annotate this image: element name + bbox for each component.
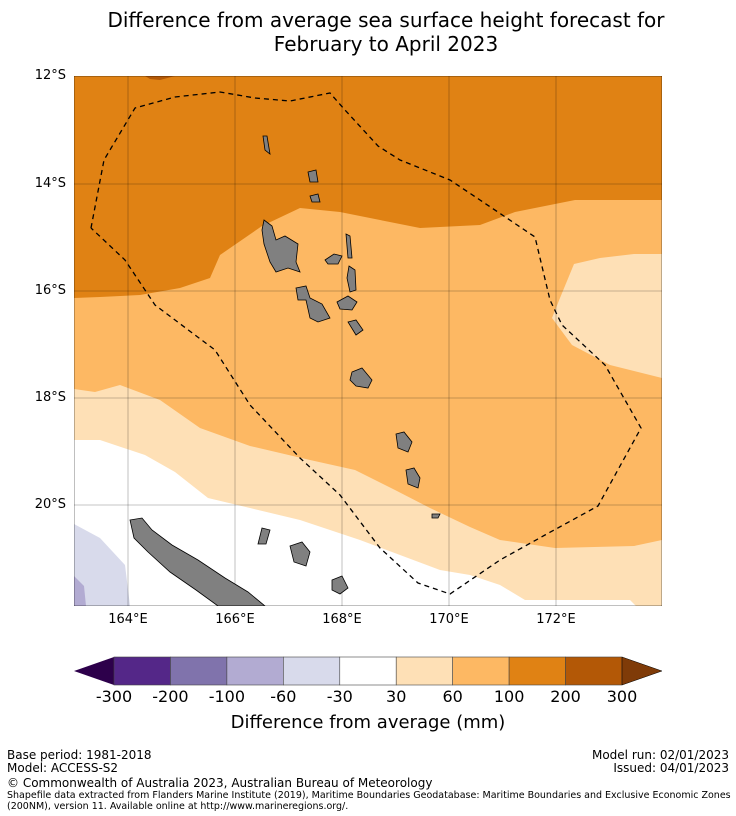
contour-100-200 (74, 76, 662, 298)
pentecost-island (345, 233, 353, 259)
colorbar-bin (226, 656, 284, 686)
contour-200-300 (145, 76, 175, 80)
sea-level-map (74, 76, 662, 606)
copyright: © Commonwealth of Australia 2023, Austra… (7, 776, 433, 790)
colorbar-tick-label: 300 (606, 687, 638, 706)
contour-30-60-east (552, 254, 662, 378)
colorbar-bin (452, 656, 510, 686)
colorbar-bin (565, 656, 623, 686)
ouvea-island (257, 527, 271, 545)
lon-label: 168°E (322, 612, 362, 627)
colorbar-tick-label: -30 (326, 687, 353, 706)
gaua-island (307, 169, 319, 183)
contour-minus60-minus30 (74, 524, 130, 606)
lat-label: 18°S (34, 390, 66, 405)
colorbar-over-extension (621, 656, 663, 686)
walpole-island (431, 513, 441, 519)
model-run-date: Model run: 02/01/2023 (591, 748, 729, 762)
eez-boundary (90, 91, 642, 595)
gridlines (74, 76, 662, 606)
ambrym-island (324, 253, 343, 265)
colorbar-tick-label: 30 (386, 687, 407, 706)
colorbar-under-extension (74, 657, 114, 685)
shapefile-credit-2: (200NM), version 11. Available online at… (7, 801, 349, 812)
lat-label: 20°S (34, 497, 66, 512)
base-period: Base period: 1981-2018 (7, 748, 152, 762)
epi-island (346, 265, 357, 293)
lon-label: 170°E (429, 612, 469, 627)
colorbar-tick-label: -300 (95, 687, 133, 706)
shepherd-island (347, 319, 364, 336)
vanua-lava-island (309, 193, 321, 203)
shapefile-credit-1: Shapefile data extracted from Flanders M… (7, 790, 731, 801)
espiritu-santo-island (261, 219, 301, 273)
torres-island (262, 135, 271, 155)
colorbar (74, 656, 663, 686)
colorbar-label: Difference from average (mm) (230, 712, 506, 733)
tanna-island (395, 431, 413, 453)
colorbar-bin (113, 656, 171, 686)
contour-minus100-minus60 (74, 576, 86, 606)
lat-label: 12°S (34, 68, 66, 83)
lon-label: 172°E (536, 612, 576, 627)
title-line-2: February to April 2023 (273, 32, 499, 56)
new-caledonia-island (129, 517, 266, 606)
colorbar-tick-label: -100 (208, 687, 246, 706)
lat-label: 16°S (34, 283, 66, 298)
colorbar-tick-label: 200 (550, 687, 581, 706)
malakula-island (295, 285, 331, 323)
aneityum-island (405, 467, 421, 489)
model-name: Model: ACCESS-S2 (7, 761, 119, 775)
lifou-island (289, 541, 311, 567)
issued-date: Issued: 04/01/2023 (613, 761, 729, 775)
lon-label: 166°E (215, 612, 255, 627)
colorbar-bin (283, 656, 341, 686)
colorbar-bin (508, 656, 566, 686)
title-line-1: Difference from average sea surface heig… (107, 8, 665, 32)
mare-island (331, 575, 349, 595)
lat-label: 14°S (34, 176, 66, 191)
land (129, 135, 441, 606)
colorbar-tick-label: -200 (152, 687, 189, 706)
colorbar-tick-label: 100 (493, 687, 525, 706)
colorbar-bin (339, 656, 397, 686)
efate-island (336, 295, 358, 311)
lon-label: 164°E (108, 612, 148, 627)
colorbar-tick-label: -60 (270, 687, 297, 706)
colorbar-tick-label: 60 (442, 687, 463, 706)
colorbar-bin (395, 656, 453, 686)
colorbar-bin (170, 656, 228, 686)
erromango-island (349, 367, 373, 389)
